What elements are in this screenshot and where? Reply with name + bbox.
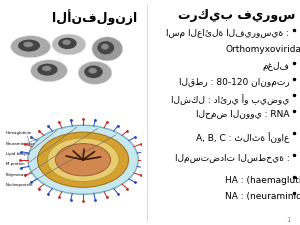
Ellipse shape: [31, 60, 68, 82]
Text: اسم العائلة الفيروسية :: اسم العائلة الفيروسية :: [167, 29, 290, 38]
Ellipse shape: [37, 64, 58, 76]
Ellipse shape: [28, 125, 138, 194]
Ellipse shape: [97, 41, 114, 54]
Text: A, B, C : ثلاثة أنواع: A, B, C : ثلاثة أنواع: [196, 132, 290, 143]
Text: تركيب فيروس: تركيب فيروس: [178, 9, 296, 22]
Text: NA : (neuraminidase): NA : (neuraminidase): [225, 192, 300, 201]
Ellipse shape: [62, 40, 71, 45]
Ellipse shape: [92, 37, 123, 61]
Ellipse shape: [56, 144, 111, 176]
Text: HA : (haemaglutinin): HA : (haemaglutinin): [225, 176, 300, 185]
Ellipse shape: [42, 66, 51, 71]
Ellipse shape: [52, 34, 86, 55]
Ellipse shape: [11, 36, 50, 58]
Text: Lipid bilayer: Lipid bilayer: [6, 152, 30, 156]
Text: Neuraminidase: Neuraminidase: [6, 142, 35, 146]
Text: الشكل : دائري أو بيضوي: الشكل : دائري أو بيضوي: [171, 94, 290, 105]
Ellipse shape: [101, 44, 109, 50]
Ellipse shape: [88, 68, 97, 74]
Text: الحمض النووي : RNA: الحمض النووي : RNA: [196, 110, 290, 119]
Ellipse shape: [38, 132, 129, 187]
Text: 1: 1: [286, 217, 291, 223]
Text: Polymerase: Polymerase: [6, 173, 28, 177]
Text: M protein: M protein: [6, 162, 24, 166]
Ellipse shape: [23, 42, 33, 47]
Ellipse shape: [84, 65, 103, 78]
Ellipse shape: [58, 38, 77, 49]
Ellipse shape: [78, 61, 112, 84]
Ellipse shape: [47, 138, 119, 182]
Text: Orthomyxoviridae: Orthomyxoviridae: [225, 45, 300, 54]
Text: المستضدات السطحية :: المستضدات السطحية :: [175, 154, 290, 163]
Ellipse shape: [18, 40, 40, 52]
Text: Hemaglutinin: Hemaglutinin: [6, 131, 32, 135]
Text: مغلف: مغلف: [262, 62, 290, 71]
Text: الأنفلونزا: الأنفلونزا: [52, 9, 137, 25]
Text: Nucleoprotein: Nucleoprotein: [6, 183, 33, 187]
Text: القطر : 80-120 نانومتر: القطر : 80-120 نانومتر: [179, 78, 290, 87]
